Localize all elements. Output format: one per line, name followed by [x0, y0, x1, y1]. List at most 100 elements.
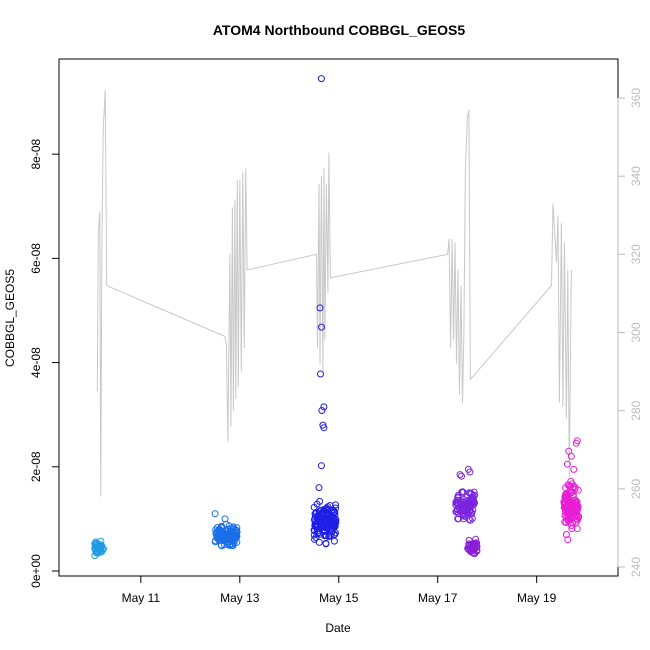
data-point: [231, 533, 239, 541]
data-point: [215, 531, 223, 539]
data-point: [571, 484, 579, 491]
x-axis: May 11 May 13 May 15 May 17 May 19: [122, 575, 557, 605]
data-point: [562, 484, 570, 492]
data-point: [97, 537, 105, 545]
data-point: [569, 500, 577, 508]
y2-tick-label: 260: [629, 479, 643, 499]
data-point: [452, 498, 460, 506]
data-point: [228, 540, 236, 548]
data-point: [468, 499, 476, 507]
y-tick-label: 4e-08: [29, 347, 43, 378]
data-point: [317, 370, 324, 378]
data-points-layer: [91, 75, 583, 560]
data-point: [313, 508, 321, 516]
data-point: [317, 75, 325, 83]
secondary-y-axis: 240 260 280 300 320 340 360: [617, 88, 643, 577]
data-point: [574, 504, 582, 511]
data-point: [326, 502, 334, 509]
data-point: [211, 510, 219, 518]
chart-title: ATOM4 Northbound COBBGL_GEOS5: [213, 22, 465, 38]
data-point: [312, 534, 320, 541]
data-point: [567, 452, 575, 460]
data-point: [456, 471, 464, 479]
y-tick-label: 6e-08: [29, 243, 43, 274]
data-point: [470, 496, 478, 504]
data-point: [322, 540, 330, 548]
data-point: [330, 509, 338, 517]
data-point: [564, 516, 572, 523]
y2-tick-label: 280: [629, 400, 643, 420]
data-point: [322, 524, 329, 532]
data-point: [222, 536, 230, 544]
data-point: [324, 506, 332, 514]
data-point: [316, 508, 323, 516]
data-point: [466, 468, 474, 476]
data-point: [463, 505, 471, 512]
data-point: [317, 323, 325, 331]
data-point: [568, 499, 576, 507]
data-point: [563, 495, 571, 503]
y-tick-label: 8e-08: [29, 138, 43, 169]
data-point: [562, 531, 570, 538]
data-point: [324, 522, 332, 530]
data-point: [92, 542, 100, 550]
plot-area-frame: [58, 58, 619, 577]
data-point: [332, 504, 340, 512]
data-point: [458, 472, 465, 480]
data-point: [314, 515, 322, 523]
data-point: [562, 494, 570, 502]
y-tick-label: 2e-08: [29, 451, 43, 482]
data-point: [320, 403, 328, 411]
data-point: [316, 497, 324, 505]
data-point: [567, 502, 575, 510]
data-point: [564, 536, 572, 544]
data-point: [459, 488, 467, 496]
x-tick-label: May 17: [418, 591, 458, 605]
x-tick-label: May 13: [220, 591, 260, 605]
data-point: [570, 483, 578, 490]
data-point: [570, 465, 578, 473]
y2-tick-label: 300: [629, 322, 643, 342]
data-point: [91, 552, 99, 560]
data-point: [455, 515, 462, 523]
data-point: [314, 522, 322, 530]
data-point: [464, 511, 472, 519]
data-point: [471, 491, 479, 499]
data-point: [328, 527, 336, 535]
y-axis: 0e+00 2e-08 4e-08 6e-08 8e-08: [29, 138, 60, 588]
data-point: [317, 506, 325, 514]
data-point: [229, 524, 237, 532]
data-point: [572, 518, 580, 526]
data-point: [225, 530, 233, 538]
x-tick-label: May 11: [122, 591, 161, 605]
data-point: [316, 304, 324, 312]
data-point: [459, 488, 466, 496]
y-axis-label: COBBGL_GEOS5: [3, 269, 17, 367]
data-point: [469, 549, 477, 557]
data-point: [563, 460, 571, 468]
data-point: [324, 515, 332, 523]
data-point: [567, 477, 575, 485]
data-point: [311, 535, 318, 543]
data-point: [216, 527, 224, 535]
x-tick-label: May 15: [319, 591, 359, 605]
y2-tick-label: 340: [629, 166, 643, 186]
x-tick-label: May 19: [517, 591, 557, 605]
data-point: [315, 484, 323, 492]
x-axis-label: Date: [325, 621, 351, 635]
data-point: [317, 462, 325, 470]
data-point: [565, 482, 573, 489]
temperature-line-layer: [96, 90, 572, 497]
data-point: [457, 498, 464, 506]
y2-tick-label: 240: [629, 557, 643, 577]
data-point: [221, 515, 229, 523]
data-point: [570, 510, 578, 518]
y2-tick-label: 360: [629, 88, 643, 108]
data-point: [469, 506, 477, 514]
data-point: [320, 424, 328, 432]
data-point: [453, 508, 461, 515]
data-point: [562, 505, 570, 513]
data-point: [568, 525, 576, 533]
